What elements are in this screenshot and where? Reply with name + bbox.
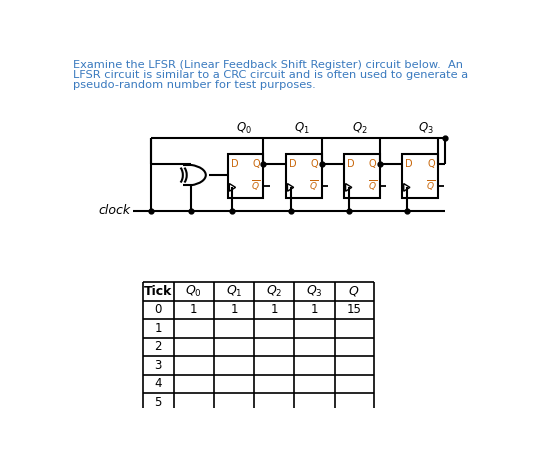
Text: $Q_3$: $Q_3$ <box>306 284 323 299</box>
Text: $Q_2$: $Q_2$ <box>266 284 282 299</box>
Text: Q: Q <box>311 159 319 169</box>
Text: D: D <box>289 159 296 169</box>
Text: 4: 4 <box>154 377 162 390</box>
Text: Q: Q <box>369 159 377 169</box>
Text: Q: Q <box>427 159 435 169</box>
Bar <box>286 153 322 198</box>
Text: $Q_1$: $Q_1$ <box>294 121 310 136</box>
Text: 5: 5 <box>154 396 162 409</box>
Text: 1: 1 <box>230 303 238 316</box>
Text: D: D <box>347 159 355 169</box>
Text: Examine the LFSR (Linear Feedback Shift Register) circuit below.  An: Examine the LFSR (Linear Feedback Shift … <box>73 60 463 71</box>
Text: Tick: Tick <box>144 285 172 298</box>
Text: 2: 2 <box>154 340 162 353</box>
Text: 1: 1 <box>311 303 319 316</box>
Text: $\overline{Q}$: $\overline{Q}$ <box>426 179 435 193</box>
Text: 1: 1 <box>271 303 278 316</box>
Text: 1: 1 <box>154 322 162 335</box>
Text: $Q_2$: $Q_2$ <box>353 121 368 136</box>
Text: $Q_1$: $Q_1$ <box>226 284 243 299</box>
Text: 3: 3 <box>154 359 162 372</box>
Text: $\overline{Q}$: $\overline{Q}$ <box>368 179 377 193</box>
Text: LFSR circuit is similar to a CRC circuit and is often used to generate a: LFSR circuit is similar to a CRC circuit… <box>73 71 468 80</box>
Text: D: D <box>231 159 239 169</box>
Text: $Q_0$: $Q_0$ <box>185 284 202 299</box>
Text: Q: Q <box>253 159 260 169</box>
Bar <box>228 153 264 198</box>
Text: $\overline{Q}$: $\overline{Q}$ <box>251 179 260 193</box>
Bar <box>344 153 379 198</box>
Text: D: D <box>405 159 413 169</box>
Text: 15: 15 <box>347 303 362 316</box>
Bar <box>402 153 438 198</box>
Text: 0: 0 <box>154 303 162 316</box>
Text: $Q_0$: $Q_0$ <box>236 121 252 136</box>
Text: clock: clock <box>98 204 130 217</box>
Text: $Q$: $Q$ <box>348 284 360 298</box>
Text: pseudo-random number for test purposes.: pseudo-random number for test purposes. <box>73 80 315 90</box>
Text: $\overline{Q}$: $\overline{Q}$ <box>309 179 319 193</box>
Text: $Q_3$: $Q_3$ <box>418 121 433 136</box>
Text: 1: 1 <box>190 303 197 316</box>
